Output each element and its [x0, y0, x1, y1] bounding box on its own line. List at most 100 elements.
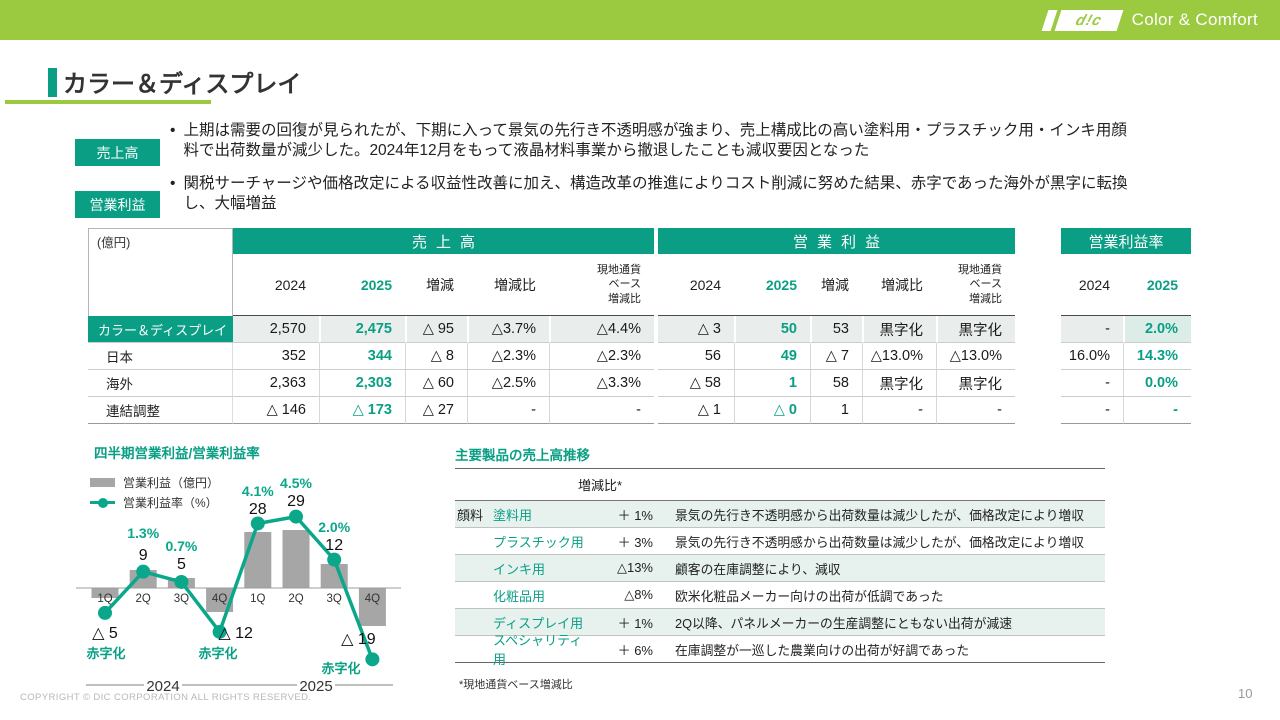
line-marker — [136, 564, 151, 579]
sales-tag: 売上高 — [75, 139, 160, 166]
loss-annotation: 赤字化 — [86, 646, 125, 661]
legend-label: 営業利益（億円） — [123, 476, 220, 490]
loss-annotation: 赤字化 — [321, 661, 360, 676]
product-group-label — [455, 609, 493, 636]
line-marker — [250, 516, 265, 531]
bar — [244, 532, 272, 588]
line-marker — [174, 574, 189, 589]
product-description: 景気の先行き不透明感から出荷数量は減少したが、価格改定により増収 — [665, 528, 1105, 555]
copyright-text: COPYRIGHT © DIC CORPORATION ALL RIGHTS R… — [20, 692, 312, 703]
product-name: 塗料用 — [493, 501, 593, 528]
products-table-title: 主要製品の売上高推移 — [455, 448, 590, 463]
operating-income-tag: 営業利益 — [75, 191, 160, 218]
table-cell: 黒字化 — [862, 370, 936, 397]
table-cell: △2.3% — [467, 343, 549, 370]
header-spacer — [88, 254, 233, 316]
table-cell: 1 — [734, 370, 810, 397]
column-header: 増減比 — [467, 254, 549, 316]
product-change-value: △13% — [593, 555, 665, 582]
row-label: 日本 — [88, 343, 233, 370]
products-column-header: 増減比* — [455, 469, 1105, 501]
product-group-label — [455, 555, 493, 582]
legend-label: 営業利益率（%） — [123, 496, 218, 510]
table-cell: △ 3 — [658, 316, 734, 343]
line-marker — [327, 552, 342, 567]
table-cell: - — [936, 397, 1015, 424]
table-cell: - — [862, 397, 936, 424]
table-cell: 2.0% — [1123, 316, 1191, 343]
title-underline — [5, 100, 211, 104]
table-cell: 49 — [734, 343, 810, 370]
dic-logo-text: d!c — [1073, 11, 1105, 29]
product-change-value: ＋ 3% — [593, 528, 665, 555]
column-header: 増減比 — [862, 254, 936, 316]
top-banner: d!c Color & Comfort — [0, 0, 1280, 40]
table-cell: △ 58 — [658, 370, 734, 397]
table-cell: 2,363 — [233, 370, 319, 397]
bar-value-label: 28 — [249, 501, 267, 518]
table-cell: △ 27 — [405, 397, 467, 424]
row-label: 連結調整 — [88, 397, 233, 424]
table-cell: △ 146 — [233, 397, 319, 424]
product-description: 2Q以降、パネルメーカーの生産調整にともない出荷が減速 — [665, 609, 1105, 636]
table-cell: △ 95 — [405, 316, 467, 343]
column-header: 現地通貨 ベース 増減比 — [549, 254, 654, 316]
product-group-label — [455, 528, 493, 555]
products-footnote: *現地通貨ベース増減比 — [459, 679, 573, 691]
table-cell: 1 — [810, 397, 862, 424]
quarter-label: 1Q — [97, 593, 112, 605]
margin-percent-label: 0.7% — [165, 538, 197, 554]
table-cell: - — [1061, 316, 1123, 343]
quarter-label: 2Q — [136, 593, 151, 605]
table-cell: 黒字化 — [862, 316, 936, 343]
bar-value-label: 9 — [139, 547, 148, 564]
bar-value-label: 5 — [177, 556, 186, 573]
product-name: インキ用 — [493, 555, 593, 582]
margin-percent-label: 4.1% — [242, 483, 274, 499]
operating-income-summary: • 関税サーチャージや価格改定による収益性改善に加え、構造改革の推進によりコスト… — [170, 174, 1142, 214]
product-description: 在庫調整が一巡した農業向けの出荷が好調であった — [665, 636, 1105, 663]
quarter-label: 3Q — [174, 593, 189, 605]
bar-value-label: △ 5 — [92, 625, 118, 642]
margin-percent-label: 4.5% — [280, 475, 312, 491]
margin-percent-label: 1.3% — [127, 525, 159, 541]
table-cell: 344 — [319, 343, 405, 370]
sales-summary: • 上期は需要の回復が見られたが、下期に入って景気の先行き不透明感が強まり、売上… — [170, 121, 1142, 161]
product-change-value: ＋ 1% — [593, 501, 665, 528]
table-cell: - — [1061, 397, 1123, 424]
table-cell: 黒字化 — [936, 316, 1015, 343]
table-cell: 14.3% — [1123, 343, 1191, 370]
column-header: 2025 — [1123, 254, 1191, 316]
product-group-label — [455, 582, 493, 609]
bar — [358, 588, 386, 626]
quarter-label: 2Q — [288, 593, 303, 605]
table-cell: 56 — [658, 343, 734, 370]
table-cell: △ 1 — [658, 397, 734, 424]
line-marker — [365, 652, 380, 667]
line-swatch-icon — [90, 497, 115, 508]
table-cell: △13.0% — [936, 343, 1015, 370]
section-title: 営業利益 — [658, 228, 1015, 254]
line-marker — [289, 509, 303, 524]
year-group-label: 2024 — [146, 678, 179, 695]
table-cell: △ 60 — [405, 370, 467, 397]
table-cell: - — [1061, 370, 1123, 397]
column-header: 増減 — [810, 254, 862, 316]
line-marker — [98, 605, 112, 620]
bar-value-label: △ 19 — [341, 631, 376, 648]
column-header: 2025 — [319, 254, 405, 316]
product-group-label: 顔料 — [455, 501, 493, 528]
table-cell: 黒字化 — [936, 370, 1015, 397]
bar-value-label: 29 — [287, 493, 305, 510]
product-name: 化粧品用 — [493, 582, 593, 609]
table-cell: △2.5% — [467, 370, 549, 397]
product-description: 景気の先行き不透明感から出荷数量は減少したが、価格改定により増収 — [665, 501, 1105, 528]
column-header: 2024 — [1061, 254, 1123, 316]
table-cell: △ 7 — [810, 343, 862, 370]
section-title: 営業利益率 — [1061, 228, 1191, 254]
product-name: スペシャリティ用 — [493, 633, 593, 667]
bullet-dot: • — [170, 122, 176, 139]
table-cell: 53 — [810, 316, 862, 343]
table-cell: 2,570 — [233, 316, 319, 343]
